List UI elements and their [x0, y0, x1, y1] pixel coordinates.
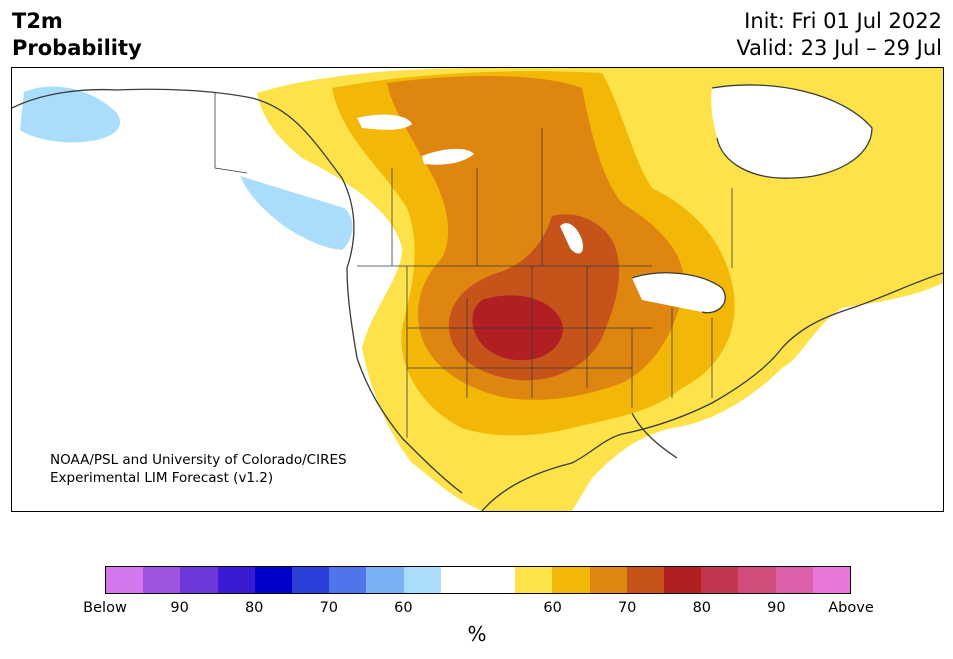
colorbar-segment [403, 567, 441, 593]
probability-colorbar [105, 566, 851, 594]
cold-region-pacific-northwest [240, 176, 353, 250]
colorbar-tick-label: 90 [767, 600, 786, 616]
colorbar-tick-label: 90 [170, 600, 189, 616]
colorbar-segment [180, 567, 218, 593]
colorbar-tick-label: Below [83, 600, 127, 616]
colorbar-segment [478, 567, 516, 593]
variable-label: T2m [12, 9, 63, 33]
colorbar-segment [626, 567, 665, 593]
colorbar-segment [143, 567, 181, 593]
colorbar-segment [552, 567, 590, 593]
product-label: Probability [12, 36, 142, 60]
colorbar-tick-label: 70 [617, 600, 637, 616]
colorbar-segment [812, 567, 851, 593]
political-boundaries [214, 92, 733, 438]
colorbar-tick-label: Above [828, 600, 874, 616]
colorbar-segment [738, 567, 776, 593]
credit-line-1: NOAA/PSL and University of Colorado/CIRE… [50, 452, 347, 468]
colorbar-unit: % [467, 622, 487, 646]
colorbar-segment [515, 567, 553, 593]
map-title: T2m Probability [12, 8, 142, 62]
colorbar-segment [217, 567, 255, 593]
lake-winnipeg [560, 223, 584, 254]
colorbar-segment [589, 567, 627, 593]
great-lakes [632, 272, 726, 313]
lake-slave [422, 148, 474, 165]
colorbar-segment [106, 567, 144, 593]
colorbar-tick-label: 60 [394, 600, 413, 616]
init-date: Init: Fri 01 Jul 2022 [744, 9, 942, 33]
colorbar-tick-label: 70 [319, 600, 339, 616]
colorbar-tick-label: 80 [244, 600, 264, 616]
colorbar-segment [366, 567, 404, 593]
hudson-bay [711, 84, 872, 179]
coastlines [12, 84, 943, 511]
colorbar-segment [292, 567, 330, 593]
forecast-dates: Init: Fri 01 Jul 2022 Valid: 23 Jul – 29… [736, 8, 942, 62]
colorbar-tick-label: 60 [543, 600, 562, 616]
colorbar-segment [329, 567, 367, 593]
cold-region-alaska [20, 86, 121, 143]
colorbar-segment [664, 567, 702, 593]
credit-text: NOAA/PSL and University of Colorado/CIRE… [50, 451, 347, 487]
forecast-map: NOAA/PSL and University of Colorado/CIRE… [11, 67, 944, 512]
colorbar-segment [701, 567, 739, 593]
colorbar-segment [254, 567, 293, 593]
lake-large [357, 114, 412, 130]
colorbar-segment [775, 567, 813, 593]
colorbar-tick-label: 80 [692, 600, 712, 616]
map-canvas [12, 68, 943, 511]
colorbar-segment [440, 567, 479, 593]
credit-line-2: Experimental LIM Forecast (v1.2) [50, 470, 274, 486]
valid-range: Valid: 23 Jul – 29 Jul [736, 36, 942, 60]
